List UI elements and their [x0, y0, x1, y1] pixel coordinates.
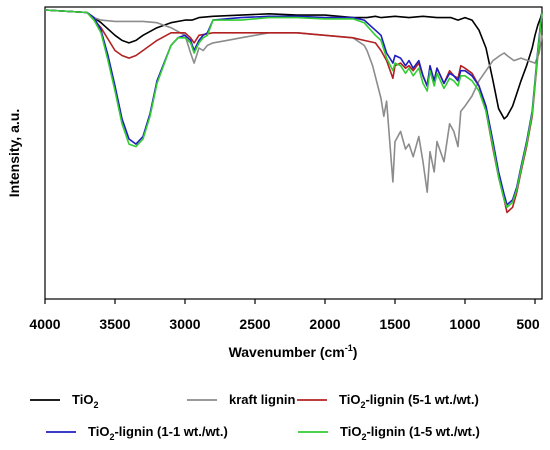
x-tick-label: 500 — [516, 316, 540, 332]
legend-label: TiO2-lignin (1-1 wt./wt.) — [88, 424, 228, 442]
legend-entry-1: kraft lignin — [187, 392, 296, 407]
series-line-1 — [44, 9, 543, 193]
series-layer — [44, 9, 543, 214]
legend-entry-3: TiO2-lignin (1-1 wt./wt.) — [46, 424, 228, 442]
legend-label: TiO2-lignin (1-5 wt./wt.) — [340, 424, 480, 442]
x-tick-label: 1000 — [449, 316, 480, 332]
legend-entry-4: TiO2-lignin (1-5 wt./wt.) — [298, 424, 480, 442]
legend-entry-2: TiO2-lignin (5-1 wt./wt.) — [297, 392, 479, 410]
series-line-4 — [44, 9, 543, 209]
x-axis-ticks — [44, 299, 536, 304]
y-axis-title: Intensity, a.u. — [6, 109, 22, 197]
x-tick-label: 2500 — [239, 316, 270, 332]
series-line-0 — [44, 9, 543, 120]
x-tick-label: 4000 — [29, 316, 60, 332]
x-tick-label: 3000 — [169, 316, 200, 332]
x-tick-label: 3500 — [99, 316, 130, 332]
x-axis-tick-labels: 4000 3500 3000 2500 2000 1500 1000 500 — [29, 316, 539, 332]
legend-entry-0: TiO2 — [30, 392, 98, 410]
series-line-2 — [44, 9, 543, 214]
legend-label: TiO2-lignin (5-1 wt./wt.) — [339, 392, 479, 410]
plot-frame — [44, 6, 543, 300]
x-axis-title: Wavenumber (cm-1) — [229, 343, 358, 360]
legend-label: kraft lignin — [229, 392, 296, 407]
legend-label: TiO2 — [72, 392, 98, 410]
x-tick-label: 2000 — [309, 316, 340, 332]
x-tick-label: 1500 — [379, 316, 410, 332]
legend: TiO2 kraft lignin TiO2-lignin (5-1 wt./wt.… — [30, 392, 480, 442]
